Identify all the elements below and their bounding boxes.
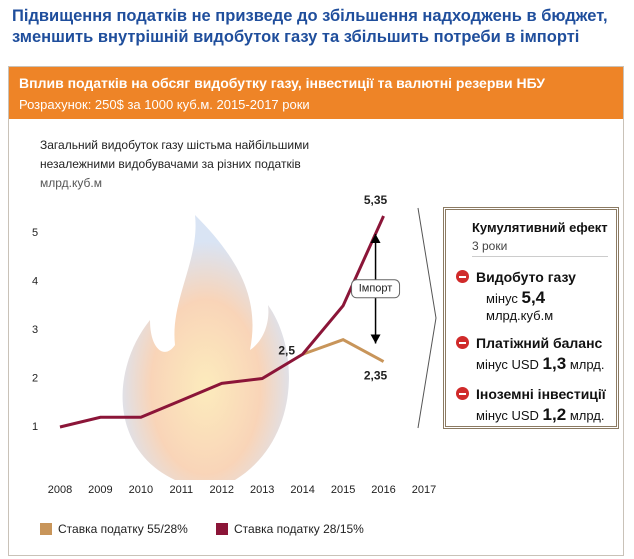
item-unit: млрд. — [569, 357, 605, 372]
value-label: 5,35 — [364, 193, 388, 207]
banner-subtitle: Розрахунок: 250$ за 1000 куб.м. 2015-201… — [19, 97, 310, 112]
item-unit: млрд. — [569, 408, 605, 423]
headline: Підвищення податків не призведе до збіль… — [12, 7, 608, 46]
chart-title: Загальний видобуток газу шістьма найбіль… — [40, 138, 309, 171]
banner-title: Вплив податків на обсяг видобутку газу, … — [19, 75, 546, 91]
legend-label: Ставка податку 55/28% — [58, 522, 188, 536]
y-tick-label: 3 — [32, 324, 38, 336]
annotation-box — [351, 279, 401, 299]
series-line — [302, 338, 385, 363]
y-tick-label: 4 — [32, 275, 38, 287]
item-title: Іноземні інвестиції — [476, 386, 606, 402]
item-unit: млрд.куб.м — [486, 308, 554, 323]
item-title: Видобуто газу — [476, 269, 576, 285]
y-tick-label: 5 — [32, 227, 38, 239]
x-tick-label: 2014 — [290, 484, 314, 496]
item-line: мінус USD 1,3 млрд. — [476, 354, 608, 374]
panel-title: Кумулятивний ефект — [472, 220, 608, 235]
item-line: мінус 5,4 млрд.куб.м — [486, 288, 608, 323]
x-tick-label: 2009 — [88, 484, 112, 496]
value-label: 2,35 — [364, 369, 388, 383]
annotation: Імпорт — [359, 283, 393, 295]
x-tick-label: 2010 — [129, 484, 153, 496]
x-tick-label: 2016 — [371, 484, 395, 496]
item-prefix: мінус — [486, 291, 518, 306]
frame — [8, 66, 624, 556]
legend-swatch — [40, 523, 52, 535]
flame-background — [122, 215, 289, 480]
x-tick-label: 2012 — [210, 484, 234, 496]
banner: Вплив податків на обсяг видобутку газу, … — [9, 67, 623, 119]
effect-item: Іноземні інвестиції мінус USD 1,2 млрд. — [454, 386, 608, 425]
bracket — [417, 207, 437, 429]
panel-subtitle: 3 роки — [472, 239, 608, 257]
chart-unit: млрд.куб.м — [40, 176, 102, 190]
value-label: 2,5 — [278, 343, 295, 357]
item-amount: 5,4 — [521, 288, 546, 307]
item-amount: 1,2 — [542, 405, 567, 424]
legend-swatch — [216, 523, 228, 535]
x-tick-label: 2017 — [412, 484, 436, 496]
minus-icon — [456, 387, 469, 400]
effect-item: Видобуто газу мінус 5,4 млрд.куб.м — [454, 269, 608, 323]
minus-icon — [456, 336, 469, 349]
item-title: Платіжний баланс — [476, 335, 603, 351]
minus-icon — [456, 270, 469, 283]
effect-item: Платіжний баланс мінус USD 1,3 млрд. — [454, 335, 608, 374]
x-tick-label: 2015 — [331, 484, 355, 496]
y-tick-label: 1 — [32, 421, 38, 433]
panel-items: Видобуто газу мінус 5,4 млрд.куб.м Платіжн… — [454, 269, 608, 425]
item-line: мінус USD 1,2 млрд. — [476, 405, 608, 425]
series-line — [59, 215, 385, 429]
item-amount: 1,3 — [542, 354, 567, 373]
item-prefix: мінус USD — [476, 357, 539, 372]
item-prefix: мінус USD — [476, 408, 539, 423]
effect-panel: Кумулятивний ефект 3 роки Видобуто газу м… — [443, 207, 619, 429]
x-tick-label: 2008 — [48, 484, 72, 496]
x-tick-label: 2011 — [169, 484, 193, 496]
x-tick-label: 2013 — [250, 484, 274, 496]
y-tick-label: 2 — [32, 372, 38, 384]
legend-label: Ставка податку 28/15% — [234, 522, 364, 536]
